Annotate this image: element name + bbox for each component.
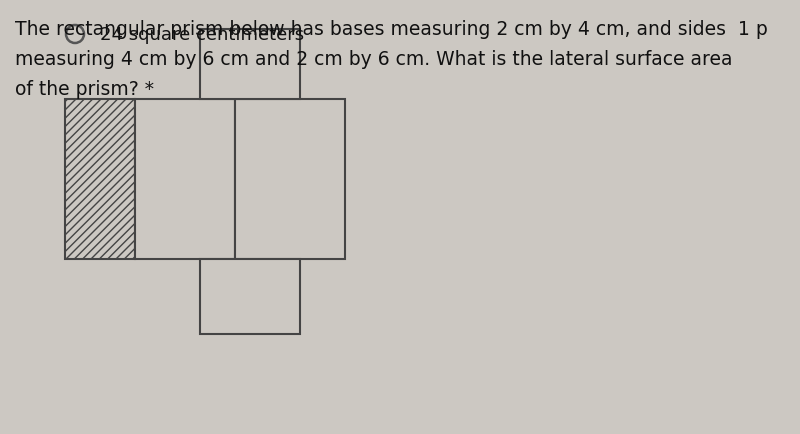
Bar — [235, 100, 345, 260]
Text: 24 square centimeters: 24 square centimeters — [100, 26, 304, 44]
Text: measuring 4 cm by 6 cm and 2 cm by 6 cm. What is the lateral surface area: measuring 4 cm by 6 cm and 2 cm by 6 cm.… — [15, 50, 733, 69]
Text: The rectangular prism below has bases measuring 2 cm by 4 cm, and sides  1 p: The rectangular prism below has bases me… — [15, 20, 768, 39]
Bar — [65, 100, 135, 260]
Bar — [135, 100, 235, 260]
Text: of the prism? *: of the prism? * — [15, 80, 154, 99]
Bar — [200, 260, 300, 334]
Bar — [200, 30, 300, 100]
